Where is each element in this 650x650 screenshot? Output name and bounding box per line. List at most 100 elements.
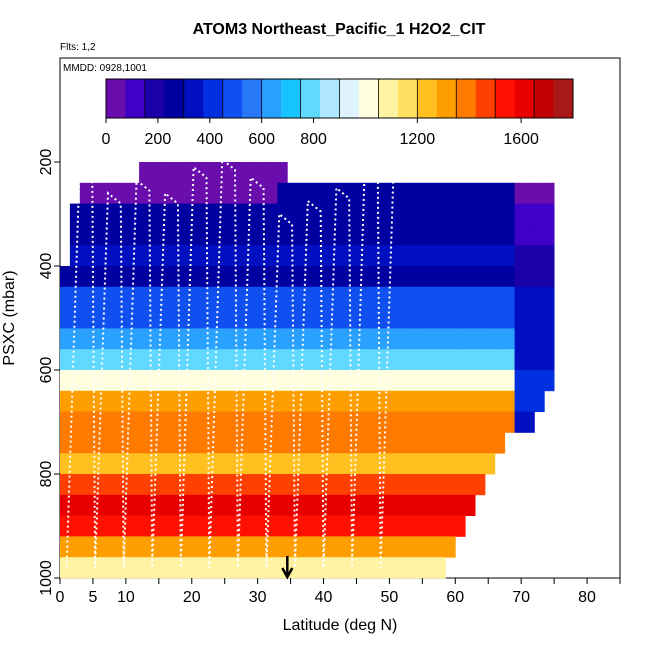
heatmap-cell <box>396 390 407 412</box>
colorbar-segment <box>358 79 379 118</box>
heatmap-cell <box>158 536 170 558</box>
heatmap-cell <box>366 494 377 516</box>
heatmap-cell <box>396 536 407 558</box>
heatmap-cell <box>228 245 239 267</box>
heatmap-cell <box>307 245 318 267</box>
heatmap-cell <box>267 474 278 496</box>
heatmap-cell <box>396 515 407 537</box>
heatmap-cell <box>99 515 110 537</box>
heatmap-cell <box>455 349 466 371</box>
heatmap-cell <box>99 328 110 350</box>
heatmap-cell <box>257 266 268 288</box>
heatmap-cell <box>405 328 417 350</box>
heatmap-cell <box>60 307 71 329</box>
heatmap-cell <box>178 349 189 371</box>
heatmap-cell <box>208 494 219 516</box>
heatmap-cell <box>435 474 446 496</box>
heatmap-cell <box>168 494 179 516</box>
heatmap-cell <box>445 349 456 371</box>
heatmap-cell <box>228 370 239 392</box>
heatmap-cell <box>346 266 357 288</box>
x-tick-label: 60 <box>446 589 464 606</box>
heatmap-cell <box>198 162 209 184</box>
heatmap-cell <box>247 245 259 267</box>
heatmap-cell <box>514 182 525 204</box>
colorbar-tick-label: 800 <box>300 131 327 148</box>
colorbar-segment <box>534 79 554 118</box>
heatmap-cell <box>297 515 308 537</box>
heatmap-cell <box>267 328 278 350</box>
heatmap-cell <box>376 432 387 454</box>
heatmap-cell <box>178 411 189 433</box>
heatmap-cell <box>208 286 219 308</box>
heatmap-cell <box>316 307 328 329</box>
heatmap-cell <box>346 182 357 204</box>
heatmap-cell <box>366 203 377 225</box>
heatmap-cell <box>237 286 249 308</box>
heatmap-cell <box>376 203 387 225</box>
heatmap-cell <box>178 432 189 454</box>
heatmap-cell <box>405 474 417 496</box>
heatmap-cell <box>326 411 338 433</box>
heatmap-cell <box>247 266 259 288</box>
heatmap-cell <box>218 328 229 350</box>
heatmap-cell <box>198 515 209 537</box>
heatmap-cell <box>356 536 367 558</box>
heatmap-cell <box>346 307 357 329</box>
heatmap-cell <box>257 432 268 454</box>
heatmap-cell <box>287 557 298 579</box>
heatmap-cell <box>316 453 328 475</box>
heatmap-cell <box>455 494 466 516</box>
heatmap-cell <box>158 453 170 475</box>
heatmap-cell <box>69 432 81 454</box>
heatmap-cell <box>396 411 407 433</box>
heatmap-cell <box>237 182 249 204</box>
heatmap-cell <box>297 266 308 288</box>
heatmap-cell <box>435 557 446 579</box>
heatmap-cell <box>69 370 81 392</box>
heatmap-cell <box>237 245 249 267</box>
heatmap-cell <box>484 390 496 412</box>
heatmap-cell <box>465 494 476 516</box>
heatmap-cell <box>148 349 160 371</box>
heatmap-cell <box>119 245 130 267</box>
heatmap-cell <box>237 224 249 246</box>
heatmap-cell <box>198 370 209 392</box>
heatmap-cell <box>267 182 278 204</box>
heatmap-cell <box>405 515 417 537</box>
heatmap-cell <box>60 515 71 537</box>
heatmap-cell <box>435 328 446 350</box>
heatmap-cell <box>396 286 407 308</box>
heatmap-cell <box>247 536 259 558</box>
heatmap-cell <box>356 328 367 350</box>
heatmap-cell <box>366 286 377 308</box>
heatmap-cell <box>188 370 199 392</box>
heatmap-cell <box>277 411 288 433</box>
heatmap-cell <box>69 224 81 246</box>
heatmap-cell <box>376 453 387 475</box>
heatmap-cell <box>307 307 318 329</box>
colorbar-segment <box>495 79 515 118</box>
heatmap-cell <box>386 411 397 433</box>
heatmap-cell <box>129 266 140 288</box>
heatmap-cell <box>514 349 525 371</box>
heatmap-cell <box>267 557 278 579</box>
heatmap-cell <box>494 224 506 246</box>
heatmap-cell <box>257 411 268 433</box>
heatmap-cell <box>425 515 436 537</box>
heatmap-cell <box>247 557 259 579</box>
heatmap-cell <box>316 182 328 204</box>
heatmap-cell <box>89 286 100 308</box>
heatmap-cell <box>178 536 189 558</box>
heatmap-cell <box>415 370 427 392</box>
heatmap-cell <box>158 349 170 371</box>
heatmap-cell <box>178 224 189 246</box>
heatmap-cell <box>99 474 110 496</box>
heatmap-cell <box>139 390 150 412</box>
heatmap-cell <box>148 245 160 267</box>
heatmap-cell <box>307 515 318 537</box>
heatmap-cell <box>287 203 298 225</box>
heatmap-cell <box>494 182 506 204</box>
heatmap-cell <box>435 370 446 392</box>
heatmap-cell <box>129 328 140 350</box>
